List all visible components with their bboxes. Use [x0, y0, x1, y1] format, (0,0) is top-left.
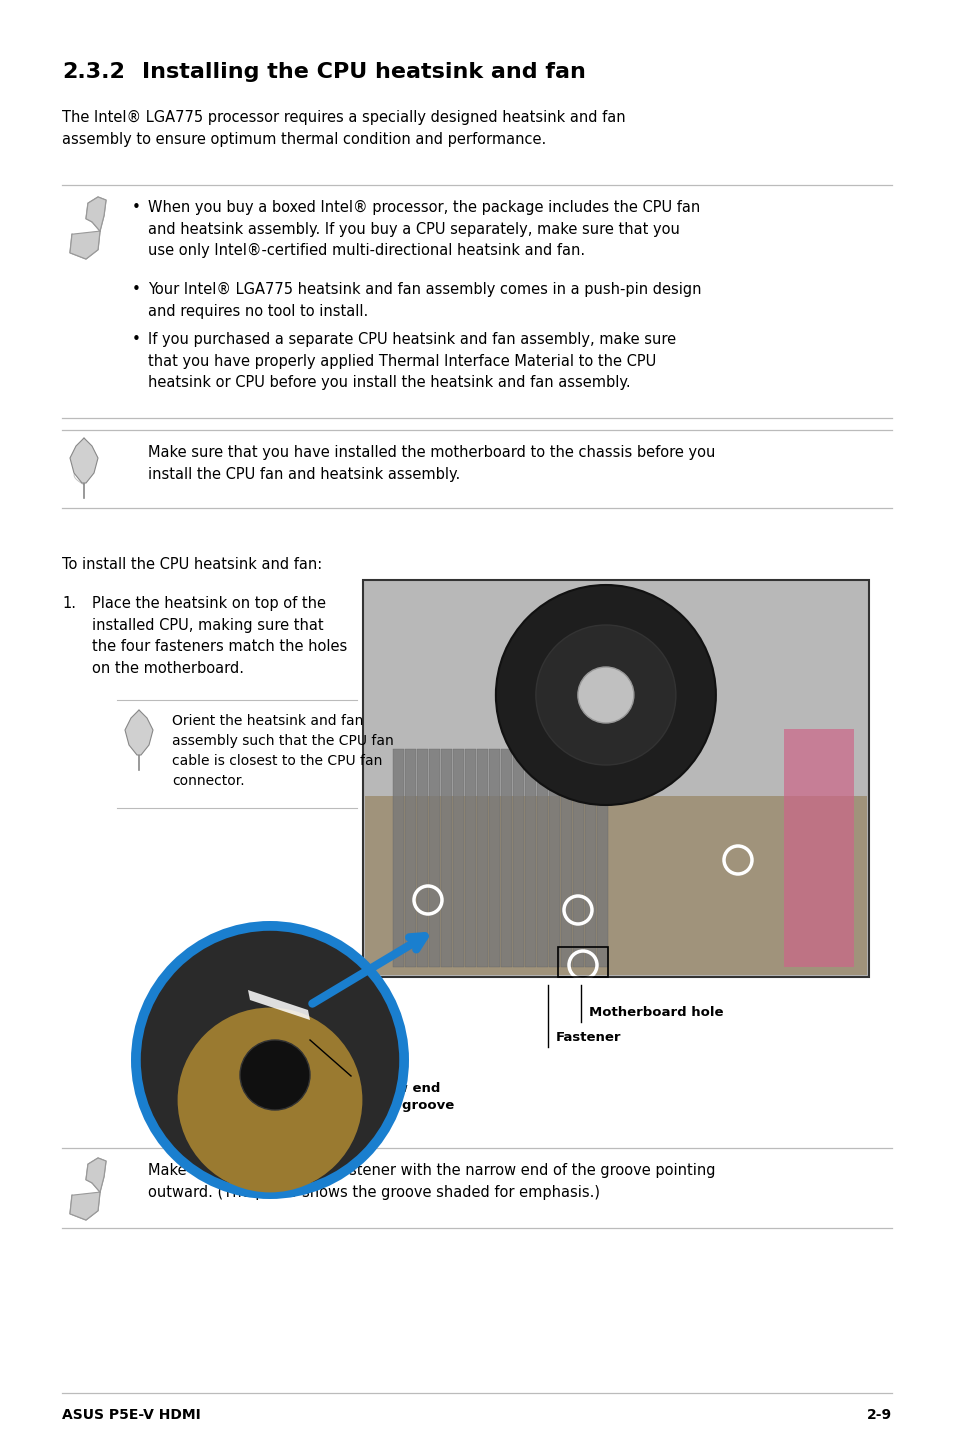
Text: •: •: [132, 332, 141, 347]
Polygon shape: [70, 439, 98, 483]
Text: Installing the CPU heatsink and fan: Installing the CPU heatsink and fan: [142, 62, 585, 82]
Bar: [365, 797, 866, 975]
Text: Orient the heatsink and fan
assembly such that the CPU fan
cable is closest to t: Orient the heatsink and fan assembly suc…: [172, 715, 394, 788]
Bar: [558, 948, 607, 976]
Polygon shape: [70, 1158, 106, 1219]
Circle shape: [496, 585, 715, 805]
Bar: [783, 729, 853, 966]
Bar: [476, 749, 488, 966]
Circle shape: [536, 626, 675, 765]
Text: Place the heatsink on top of the
installed CPU, making sure that
the four fasten: Place the heatsink on top of the install…: [91, 595, 347, 676]
Text: 2-9: 2-9: [866, 1408, 891, 1422]
Text: ASUS P5E-V HDMI: ASUS P5E-V HDMI: [62, 1408, 200, 1422]
Text: Motherboard hole: Motherboard hole: [588, 1007, 722, 1020]
Bar: [429, 749, 439, 966]
Text: When you buy a boxed Intel® processor, the package includes the CPU fan
and heat: When you buy a boxed Intel® processor, t…: [148, 200, 700, 259]
Bar: [453, 749, 463, 966]
Text: Your Intel® LGA775 heatsink and fan assembly comes in a push-pin design
and requ: Your Intel® LGA775 heatsink and fan asse…: [148, 282, 700, 319]
Circle shape: [177, 1008, 362, 1192]
Bar: [500, 749, 512, 966]
Bar: [560, 749, 572, 966]
Text: To install the CPU heatsink and fan:: To install the CPU heatsink and fan:: [62, 557, 322, 572]
Text: Narrow end
of the groove: Narrow end of the groove: [353, 1081, 454, 1112]
Bar: [416, 749, 428, 966]
Text: Make sure to orient each fastener with the narrow end of the groove pointing
out: Make sure to orient each fastener with t…: [148, 1163, 715, 1199]
Circle shape: [131, 920, 409, 1199]
Text: If you purchased a separate CPU heatsink and fan assembly, make sure
that you ha: If you purchased a separate CPU heatsink…: [148, 332, 676, 390]
Polygon shape: [125, 710, 152, 755]
Bar: [584, 749, 596, 966]
Bar: [489, 749, 499, 966]
Text: 2.3.2: 2.3.2: [62, 62, 125, 82]
Polygon shape: [70, 197, 106, 259]
Text: Make sure that you have installed the motherboard to the chassis before you
inst: Make sure that you have installed the mo…: [148, 444, 715, 482]
Text: Fastener: Fastener: [556, 1031, 620, 1044]
Bar: [464, 749, 476, 966]
Bar: [597, 749, 607, 966]
Bar: [363, 580, 868, 976]
Text: 1.: 1.: [62, 595, 76, 611]
Text: •: •: [132, 200, 141, 216]
Bar: [393, 749, 403, 966]
Bar: [524, 749, 536, 966]
Bar: [573, 749, 583, 966]
Circle shape: [138, 928, 401, 1192]
Bar: [405, 749, 416, 966]
Bar: [548, 749, 559, 966]
Bar: [440, 749, 452, 966]
Bar: [513, 749, 523, 966]
Bar: [537, 749, 547, 966]
Text: •: •: [132, 282, 141, 298]
Polygon shape: [248, 989, 310, 1020]
Circle shape: [578, 667, 633, 723]
Circle shape: [240, 1040, 310, 1110]
Text: The Intel® LGA775 processor requires a specially designed heatsink and fan
assem: The Intel® LGA775 processor requires a s…: [62, 109, 625, 147]
